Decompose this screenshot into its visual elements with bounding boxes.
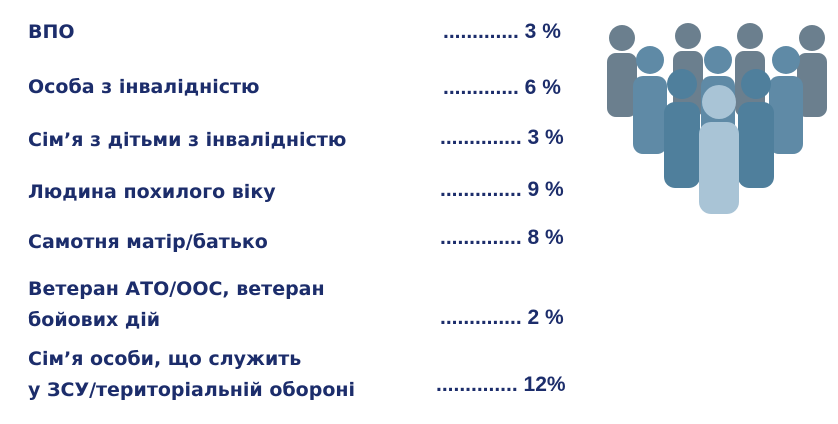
- label-family-disabled-children: Сім’я з дітьми з інвалідністю: [28, 129, 347, 151]
- value-military-family: .............. 12%: [436, 373, 566, 396]
- middle-row-people: [633, 46, 803, 154]
- label-veteran-line1: Ветеран АТО/ООС, ветеран: [28, 278, 325, 300]
- label-vpo: ВПО: [28, 21, 75, 43]
- label-military-family-line1: Сім’я особи, що служить: [28, 348, 302, 370]
- front-center-person: [699, 85, 739, 214]
- value-family-disabled-children: .............. 3 %: [440, 126, 564, 149]
- value-elderly: .............. 9 %: [440, 178, 564, 201]
- label-disability: Особа з інвалідністю: [28, 76, 260, 98]
- label-elderly: Людина похилого віку: [28, 181, 276, 203]
- label-single-parent: Самотня матір/батько: [28, 231, 268, 253]
- label-military-family-line2: у ЗСУ/територіальній обороні: [28, 379, 356, 401]
- people-group-icon: [607, 23, 827, 214]
- value-disability: ............. 6 %: [443, 76, 561, 99]
- value-single-parent: .............. 8 %: [440, 226, 564, 249]
- label-veteran-line2: бойових дій: [28, 309, 161, 331]
- value-veteran: .............. 2 %: [440, 306, 564, 329]
- value-vpo: ............. 3 %: [443, 20, 561, 43]
- front-side-people: [664, 69, 774, 188]
